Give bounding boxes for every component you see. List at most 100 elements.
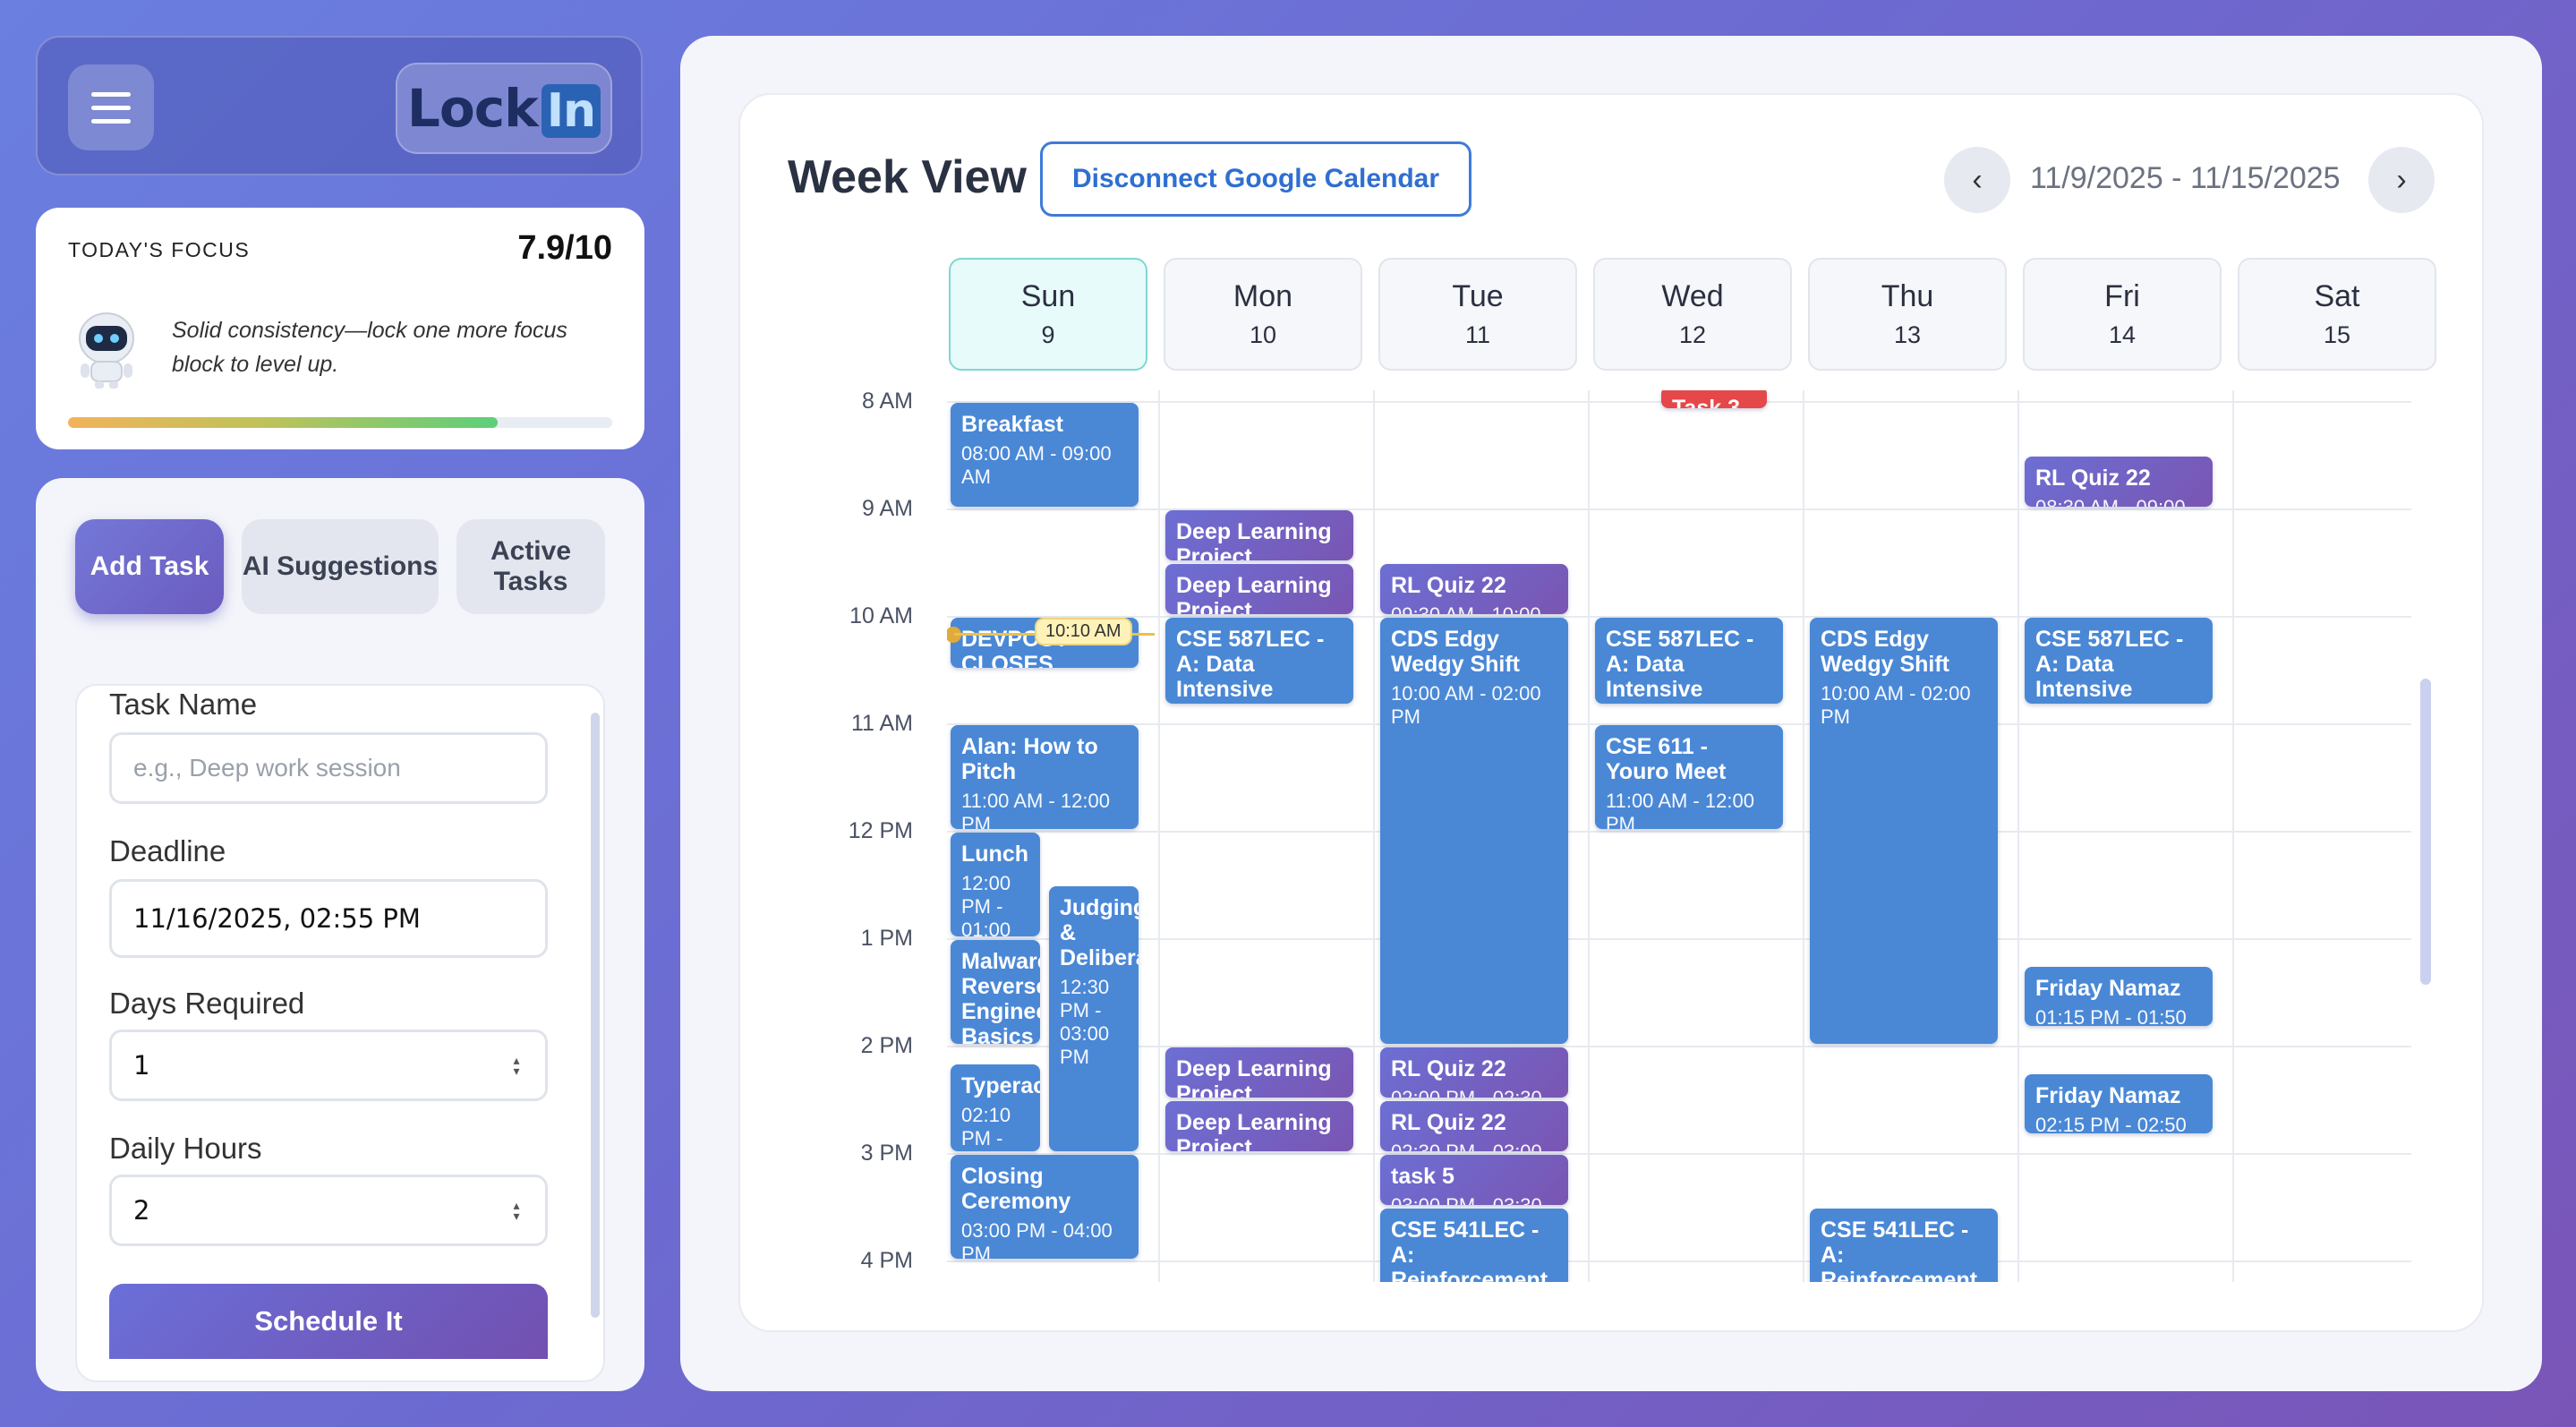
calendar-event[interactable]: Alan: How to Pitch 11:00 AM - 12:00 PM: [951, 725, 1139, 829]
event-title: CSE 587LEC - A: Data Intensive: [1606, 627, 1754, 702]
day-header-mon[interactable]: Mon 10: [1164, 258, 1362, 371]
day-separator: [1373, 390, 1375, 1282]
event-title: Closing Ceremony: [961, 1164, 1071, 1214]
event-title: Deep Learning Project: [1176, 573, 1332, 614]
event-title: CDS Edgy Wedgy Shift: [1821, 627, 1949, 677]
day-header-sun[interactable]: Sun 9: [949, 258, 1147, 371]
focus-progress-fill: [68, 417, 499, 428]
day-name: Mon: [1233, 279, 1293, 313]
event-time: 11:00 AM - 12:00 PM: [1606, 790, 1754, 829]
day-name: Sun: [1020, 279, 1076, 313]
calendar-event[interactable]: CDS Edgy Wedgy Shift 10:00 AM - 02:00 PM: [1380, 618, 1568, 1044]
schedule-it-button[interactable]: Schedule It: [109, 1284, 548, 1359]
top-bar: Lock In: [36, 36, 643, 175]
calendar-event[interactable]: Closing Ceremony 03:00 PM - 04:00 PM: [951, 1155, 1139, 1259]
event-time: 03:00 PM - 03:30: [1391, 1194, 1557, 1205]
daily-hours-value: 2: [133, 1195, 150, 1226]
tab-active-tasks[interactable]: Active Tasks: [456, 519, 605, 614]
day-header-fri[interactable]: Fri 14: [2023, 258, 2222, 371]
date-range: 11/9/2025 - 11/15/2025: [2030, 161, 2341, 195]
days-required-input[interactable]: 1 ▴ ▾: [109, 1030, 548, 1101]
current-time-badge: 10:10 AM: [1035, 618, 1132, 645]
event-title: Friday Namaz: [2035, 1083, 2181, 1108]
event-title: CSE 541LEC - A: Reinforcement: [1391, 1218, 1548, 1282]
event-title: RL Quiz 22: [2035, 466, 2151, 491]
tab-add-task[interactable]: Add Task: [75, 519, 224, 614]
week-grid[interactable]: Breakfast 08:00 AM - 09:00 AM DEVPOST CLOS…: [947, 390, 2411, 1282]
deadline-label: Deadline: [109, 834, 226, 867]
calendar-event[interactable]: RL Quiz 22 09:30 AM - 10:00: [1380, 564, 1568, 614]
task-name-label: Task Name: [109, 688, 258, 721]
calendar-event[interactable]: task 5 03:00 PM - 03:30: [1380, 1155, 1568, 1205]
day-separator: [1803, 390, 1804, 1282]
stepper-icon[interactable]: ▴ ▾: [513, 1199, 520, 1224]
daily-hours-input[interactable]: 2 ▴ ▾: [109, 1175, 548, 1246]
calendar-event[interactable]: Friday Namaz 01:15 PM - 01:50: [2025, 967, 2213, 1026]
event-title: Deep Learning Project: [1176, 1110, 1332, 1151]
event-time: 12:00 PM - 01:00: [961, 872, 1011, 936]
hour-line: [947, 616, 2411, 618]
calendar-event[interactable]: Typeracer 02:10 PM -: [951, 1064, 1040, 1151]
hour-line: [947, 1153, 2411, 1155]
chevron-right-icon[interactable]: ›: [2368, 147, 2435, 213]
calendar-event[interactable]: Judging & Deliberation 12:30 PM - 03:00 P…: [1049, 886, 1139, 1151]
event-time: 01:15 PM - 01:50: [2035, 1006, 2187, 1026]
calendar-event[interactable]: RL Quiz 22 02:00 PM - 02:30: [1380, 1047, 1568, 1098]
event-title: CSE 587LEC - A: Data Intensive: [1176, 627, 1325, 702]
time-label: 8 AM: [862, 389, 913, 414]
focus-score: 7.9/10: [517, 229, 612, 267]
calendar-event[interactable]: Deep Learning Project: [1165, 510, 1353, 560]
calendar-event[interactable]: Deep Learning Project: [1165, 1047, 1353, 1098]
calendar-event[interactable]: CSE 541LEC - A: Reinforcement: [1810, 1209, 1998, 1282]
calendar-event[interactable]: CSE 611 - Youro Meet 11:00 AM - 12:00 PM: [1595, 725, 1783, 829]
day-number: 12: [1678, 321, 1707, 348]
hour-line: [947, 831, 2411, 833]
event-title: Lunch: [961, 842, 1028, 867]
calendar-event[interactable]: Task 3: [1661, 390, 1767, 408]
calendar-event[interactable]: Friday Namaz 02:15 PM - 02:50: [2025, 1074, 2213, 1133]
day-number: 13: [1893, 321, 1922, 348]
event-time: 02:30 PM - 03:00: [1391, 1141, 1557, 1151]
day-number: 9: [1041, 321, 1055, 348]
calendar-event[interactable]: CSE 587LEC - A: Data Intensive: [1595, 618, 1783, 704]
calendar-event[interactable]: CDS Edgy Wedgy Shift 10:00 AM - 02:00 PM: [1810, 618, 1998, 1044]
deadline-input[interactable]: 11/16/2025, 02:55 PM: [109, 879, 548, 958]
app-logo[interactable]: Lock In: [396, 63, 612, 154]
calendar-event[interactable]: CSE 541LEC - A: Reinforcement: [1380, 1209, 1568, 1282]
event-time: 11:00 AM - 12:00 PM: [961, 790, 1110, 829]
task-name-input[interactable]: e.g., Deep work session: [109, 732, 548, 804]
day-name: Wed: [1661, 279, 1724, 313]
day-header-thu[interactable]: Thu 13: [1808, 258, 2007, 371]
calendar-event[interactable]: Breakfast 08:00 AM - 09:00 AM: [951, 403, 1139, 507]
hamburger-menu-icon[interactable]: [68, 64, 154, 150]
time-label: 2 PM: [860, 1033, 913, 1058]
tab-ai-suggestions[interactable]: AI Suggestions: [242, 519, 439, 614]
event-title: RL Quiz 22: [1391, 573, 1506, 598]
calendar-event[interactable]: Malware Reverse Engineering Basics: [951, 940, 1040, 1044]
day-header-sat[interactable]: Sat 15: [2238, 258, 2436, 371]
calendar-event[interactable]: CSE 587LEC - A: Data Intensive: [1165, 618, 1353, 704]
calendar-scrollbar[interactable]: [2420, 679, 2431, 985]
day-separator: [2017, 390, 2019, 1282]
disconnect-google-calendar-button[interactable]: Disconnect Google Calendar: [1040, 141, 1471, 217]
calendar-event[interactable]: RL Quiz 22 02:30 PM - 03:00: [1380, 1101, 1568, 1151]
chevron-left-icon[interactable]: ‹: [1944, 147, 2010, 213]
calendar-event[interactable]: RL Quiz 22 08:30 AM - 09:00: [2025, 457, 2213, 507]
event-title: RL Quiz 22: [1391, 1110, 1506, 1135]
event-time: 12:30 PM - 03:00 PM: [1060, 976, 1110, 1068]
calendar-event[interactable]: Deep Learning Project: [1165, 1101, 1353, 1151]
calendar-event[interactable]: Lunch 12:00 PM - 01:00: [951, 833, 1040, 936]
event-time: 02:10 PM -: [961, 1104, 1011, 1150]
calendar-event[interactable]: CSE 587LEC - A: Data Intensive: [2025, 618, 2213, 704]
event-title: Deep Learning Project: [1176, 519, 1332, 560]
event-time: 09:30 AM - 10:00: [1391, 603, 1557, 614]
form-scrollbar[interactable]: [591, 713, 600, 1318]
stepper-icon[interactable]: ▴ ▾: [513, 1054, 520, 1079]
day-header-tue[interactable]: Tue 11: [1378, 258, 1577, 371]
focus-message: Solid consistency—lock one more focus bl…: [172, 318, 567, 377]
day-header-wed[interactable]: Wed 12: [1593, 258, 1792, 371]
days-required-label: Days Required: [109, 987, 305, 1020]
event-title: Typeracer: [961, 1073, 1040, 1099]
event-time: 03:00 PM - 04:00 PM: [961, 1219, 1113, 1259]
calendar-event[interactable]: Deep Learning Project: [1165, 564, 1353, 614]
